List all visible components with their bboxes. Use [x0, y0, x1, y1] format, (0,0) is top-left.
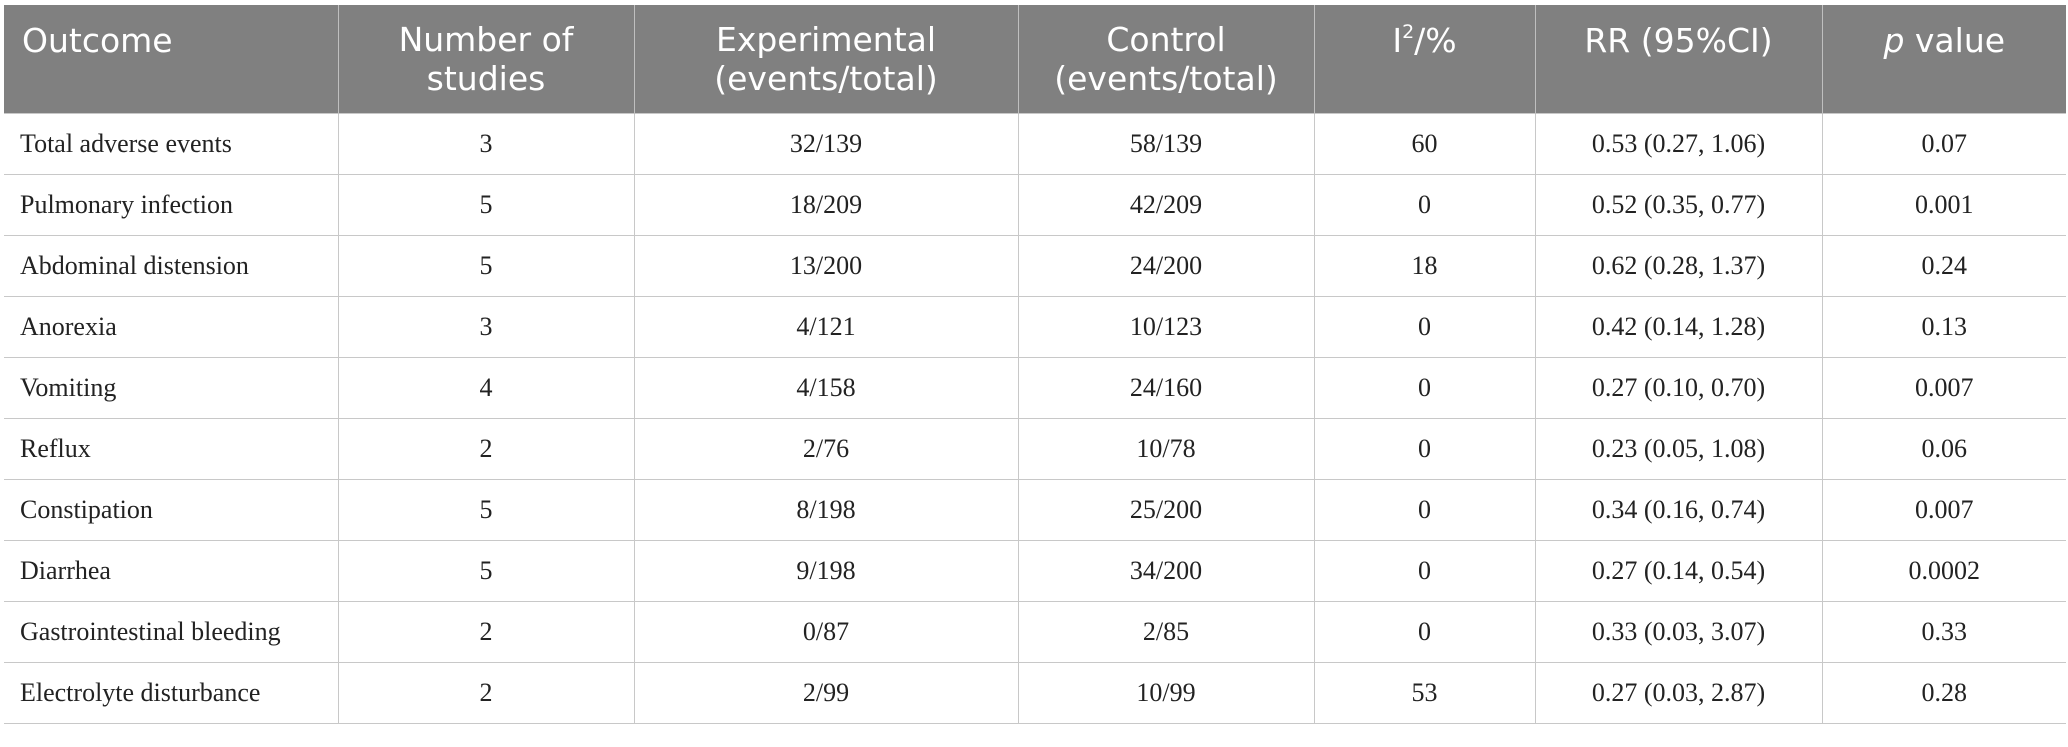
table-row: Gastrointestinal bleeding 2 0/87 2/85 0 0.33 …: [4, 600, 2066, 663]
cell-number-of-studies: 3: [337, 112, 635, 175]
header-p-rest: value: [1904, 21, 2006, 60]
cell-p-value: 0.07: [1821, 112, 2066, 175]
table-row: Total adverse events 3 32/139 58/139 60 0.53 …: [4, 112, 2066, 175]
cell-p-value: 0.24: [1821, 234, 2066, 297]
cell-control: 10/78: [1017, 417, 1315, 480]
cell-number-of-studies: 5: [337, 234, 635, 297]
cell-rr: 0.52 (0.35, 0.77): [1534, 173, 1823, 236]
cell-i2: 53: [1313, 661, 1536, 724]
adverse-events-table: Outcome Number of studies Experimental (…: [4, 5, 2066, 724]
cell-experimental: 0/87: [633, 600, 1019, 663]
cell-outcome: Vomiting: [4, 356, 339, 419]
cell-rr: 0.27 (0.03, 2.87): [1534, 661, 1823, 724]
header-row: Outcome Number of studies Experimental (…: [4, 5, 2066, 113]
cell-number-of-studies: 2: [337, 600, 635, 663]
cell-p-value: 0.06: [1821, 417, 2066, 480]
cell-i2: 0: [1313, 356, 1536, 419]
cell-p-value: 0.13: [1821, 295, 2066, 358]
cell-experimental: 32/139: [633, 112, 1019, 175]
cell-p-value: 0.28: [1821, 661, 2066, 724]
cell-control: 10/123: [1017, 295, 1315, 358]
cell-number-of-studies: 4: [337, 356, 635, 419]
header-control: Control (events/total): [1017, 5, 1315, 113]
header-number-of-studies: Number of studies: [337, 5, 635, 113]
cell-rr: 0.34 (0.16, 0.74): [1534, 478, 1823, 541]
cell-number-of-studies: 2: [337, 417, 635, 480]
cell-number-of-studies: 3: [337, 295, 635, 358]
cell-experimental: 8/198: [633, 478, 1019, 541]
cell-experimental: 4/158: [633, 356, 1019, 419]
cell-rr: 0.42 (0.14, 1.28): [1534, 295, 1823, 358]
cell-control: 34/200: [1017, 539, 1315, 602]
cell-outcome: Gastrointestinal bleeding: [4, 600, 339, 663]
cell-control: 25/200: [1017, 478, 1315, 541]
cell-i2: 0: [1313, 173, 1536, 236]
cell-experimental: 2/99: [633, 661, 1019, 724]
table-header: Outcome Number of studies Experimental (…: [4, 5, 2066, 113]
cell-rr: 0.62 (0.28, 1.37): [1534, 234, 1823, 297]
cell-rr: 0.23 (0.05, 1.08): [1534, 417, 1823, 480]
table-row: Anorexia 3 4/121 10/123 0 0.42 (0.14, 1.28) 0.…: [4, 295, 2066, 358]
cell-p-value: 0.001: [1821, 173, 2066, 236]
cell-outcome: Diarrhea: [4, 539, 339, 602]
header-rr: RR (95%CI): [1534, 5, 1823, 113]
cell-p-value: 0.33: [1821, 600, 2066, 663]
cell-outcome: Electrolyte disturbance: [4, 661, 339, 724]
cell-i2: 0: [1313, 417, 1536, 480]
cell-control: 10/99: [1017, 661, 1315, 724]
header-i2-superscript: 2: [1402, 21, 1415, 43]
header-i2-base: I: [1392, 21, 1403, 60]
cell-experimental: 4/121: [633, 295, 1019, 358]
cell-i2: 0: [1313, 600, 1536, 663]
cell-p-value: 0.0002: [1821, 539, 2066, 602]
table-row: Pulmonary infection 5 18/209 42/209 0 0.52 (0…: [4, 173, 2066, 236]
table-row: Reflux 2 2/76 10/78 0 0.23 (0.05, 1.08) 0.06: [4, 417, 2066, 480]
cell-i2: 0: [1313, 295, 1536, 358]
table-row: Electrolyte disturbance 2 2/99 10/99 53 0.27 …: [4, 661, 2066, 724]
cell-control: 24/160: [1017, 356, 1315, 419]
header-outcome: Outcome: [4, 5, 339, 113]
cell-i2: 0: [1313, 539, 1536, 602]
results-table-container: Outcome Number of studies Experimental (…: [4, 5, 2066, 724]
table-body: Total adverse events 3 32/139 58/139 60 0.53 …: [4, 112, 2066, 724]
cell-control: 24/200: [1017, 234, 1315, 297]
table-row: Constipation 5 8/198 25/200 0 0.34 (0.16, 0.7…: [4, 478, 2066, 541]
cell-outcome: Total adverse events: [4, 112, 339, 175]
cell-rr: 0.27 (0.14, 0.54): [1534, 539, 1823, 602]
cell-i2: 60: [1313, 112, 1536, 175]
cell-control: 2/85: [1017, 600, 1315, 663]
cell-number-of-studies: 5: [337, 539, 635, 602]
header-i2: I2/%: [1313, 5, 1536, 113]
cell-experimental: 2/76: [633, 417, 1019, 480]
cell-i2: 0: [1313, 478, 1536, 541]
cell-number-of-studies: 2: [337, 661, 635, 724]
header-p-italic: p: [1883, 21, 1905, 60]
header-i2-suffix: /%: [1414, 21, 1457, 60]
table-row: Vomiting 4 4/158 24/160 0 0.27 (0.10, 0.70) 0.…: [4, 356, 2066, 419]
cell-number-of-studies: 5: [337, 173, 635, 236]
cell-control: 58/139: [1017, 112, 1315, 175]
cell-experimental: 13/200: [633, 234, 1019, 297]
cell-p-value: 0.007: [1821, 356, 2066, 419]
table-row: Abdominal distension 5 13/200 24/200 18 0.62 …: [4, 234, 2066, 297]
header-p-value: p value: [1821, 5, 2066, 113]
cell-rr: 0.53 (0.27, 1.06): [1534, 112, 1823, 175]
cell-outcome: Abdominal distension: [4, 234, 339, 297]
cell-outcome: Pulmonary infection: [4, 173, 339, 236]
table-row: Diarrhea 5 9/198 34/200 0 0.27 (0.14, 0.54) 0.…: [4, 539, 2066, 602]
cell-p-value: 0.007: [1821, 478, 2066, 541]
cell-control: 42/209: [1017, 173, 1315, 236]
cell-outcome: Reflux: [4, 417, 339, 480]
cell-experimental: 9/198: [633, 539, 1019, 602]
header-experimental: Experimental (events/total): [633, 5, 1019, 113]
cell-rr: 0.33 (0.03, 3.07): [1534, 600, 1823, 663]
cell-outcome: Anorexia: [4, 295, 339, 358]
cell-i2: 18: [1313, 234, 1536, 297]
cell-experimental: 18/209: [633, 173, 1019, 236]
cell-rr: 0.27 (0.10, 0.70): [1534, 356, 1823, 419]
cell-number-of-studies: 5: [337, 478, 635, 541]
cell-outcome: Constipation: [4, 478, 339, 541]
